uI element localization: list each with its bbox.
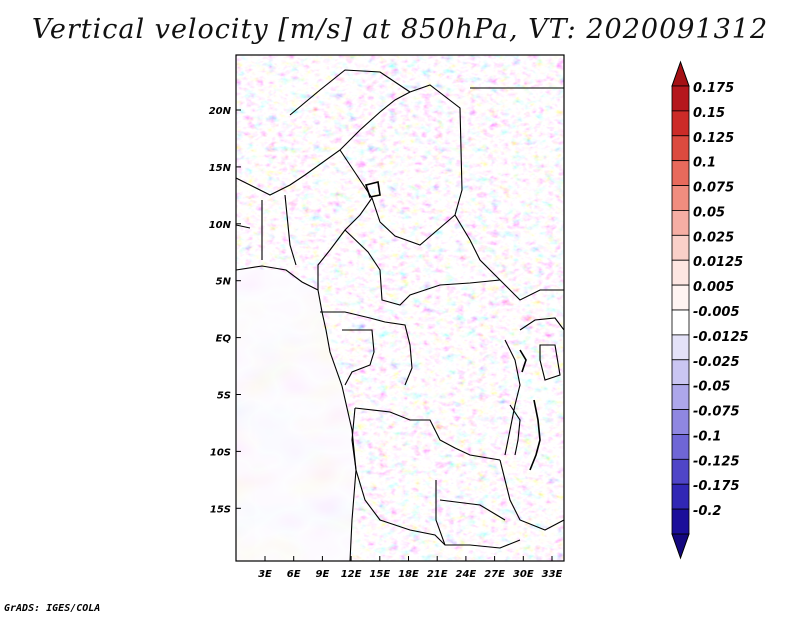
lat-tick-label: EQ bbox=[216, 334, 232, 345]
lon-tick-label: 6E bbox=[287, 569, 301, 580]
colorbar-label: 0.075 bbox=[693, 181, 734, 196]
colorbar-swatch bbox=[671, 508, 690, 535]
colorbar-label: -0.05 bbox=[693, 380, 730, 395]
lat-tick-label: 5N bbox=[216, 277, 232, 288]
colorbar-swatch bbox=[671, 434, 690, 460]
map-title: Vertical velocity [m/s] at 850hPa, VT: 2… bbox=[31, 14, 769, 45]
lat-tick-label: 5S bbox=[217, 391, 231, 402]
colorbar-label: -0.1 bbox=[693, 429, 721, 444]
lon-tick-label: 15E bbox=[369, 569, 390, 580]
map-frame bbox=[235, 54, 565, 562]
colorbar-label: -0.075 bbox=[693, 405, 740, 420]
lat-tick-label: 10S bbox=[210, 447, 231, 458]
lon-tick-label: 9E bbox=[316, 569, 330, 580]
lon-tick-label: 12E bbox=[341, 569, 362, 580]
longitude-axis: 3E 6E 9E 12E 15E 18E 21E 24E 27E 30E 33E bbox=[258, 556, 563, 580]
colorbar-label: -0.0125 bbox=[693, 330, 749, 345]
lon-tick-label: 30E bbox=[513, 569, 534, 580]
colorbar-swatch bbox=[671, 284, 690, 311]
lon-tick-label: 21E bbox=[427, 569, 448, 580]
lon-tick-label: 33E bbox=[542, 569, 563, 580]
colorbar-label: 0.125 bbox=[693, 131, 734, 146]
colorbar-label: -0.025 bbox=[693, 355, 740, 370]
colorbar-swatch bbox=[671, 409, 690, 435]
colorbar-label: 0.15 bbox=[693, 106, 725, 121]
colorbar-label: 0.175 bbox=[693, 81, 734, 96]
lat-tick-label: 20N bbox=[209, 106, 232, 117]
lat-tick-label: 15N bbox=[209, 163, 232, 174]
lon-tick-label: 3E bbox=[258, 569, 272, 580]
latitude-axis: 20N 15N 10N 5N EQ 5S 10S 15S bbox=[209, 106, 241, 515]
colorbar-swatch bbox=[671, 234, 690, 261]
colorbar-label: -0.005 bbox=[693, 305, 740, 320]
colorbar-swatch bbox=[671, 160, 690, 186]
colorbar-swatch bbox=[671, 85, 690, 112]
colorbar-label: 0.025 bbox=[693, 230, 734, 245]
colorbar-swatch bbox=[671, 483, 690, 510]
lakes bbox=[364, 181, 541, 471]
colorbar-swatch bbox=[671, 309, 690, 336]
colorbar-label: -0.2 bbox=[693, 504, 721, 519]
colorbar-swatch bbox=[671, 259, 690, 286]
colorbar-swatch bbox=[671, 458, 690, 485]
colorbar-swatch bbox=[671, 359, 690, 386]
colorbar-bottom-arrow bbox=[671, 533, 690, 560]
colorbar-swatch bbox=[671, 384, 690, 410]
colorbar-label: 0.05 bbox=[693, 205, 725, 220]
lon-tick-label: 24E bbox=[456, 569, 477, 580]
colorbar-swatch bbox=[671, 185, 690, 211]
colorbar-swatch bbox=[671, 135, 690, 162]
colorbar-swatch bbox=[671, 110, 690, 137]
colorbar-swatch bbox=[671, 210, 690, 236]
colorbar-label: -0.175 bbox=[693, 479, 740, 494]
colorbar-label: 0.0125 bbox=[693, 255, 743, 270]
lat-tick-label: 10N bbox=[209, 220, 232, 231]
lat-tick-label: 15S bbox=[210, 504, 231, 515]
colorbar-top-arrow bbox=[671, 60, 690, 87]
colorbar-swatch bbox=[671, 334, 690, 361]
map-plot-area bbox=[236, 55, 564, 561]
colorbar-label: 0.1 bbox=[693, 156, 716, 171]
country-borders bbox=[236, 69, 564, 561]
grads-credit: GrADS: IGES/COLA bbox=[4, 603, 101, 614]
lon-tick-label: 18E bbox=[398, 569, 419, 580]
colorbar-label: 0.005 bbox=[693, 280, 734, 295]
colorbar-label: -0.125 bbox=[693, 454, 740, 469]
colorbar: 0.175 0.15 0.125 0.1 0.075 0.05 0.025 0.0125 0.0… bbox=[671, 60, 749, 560]
lon-tick-label: 27E bbox=[484, 569, 505, 580]
